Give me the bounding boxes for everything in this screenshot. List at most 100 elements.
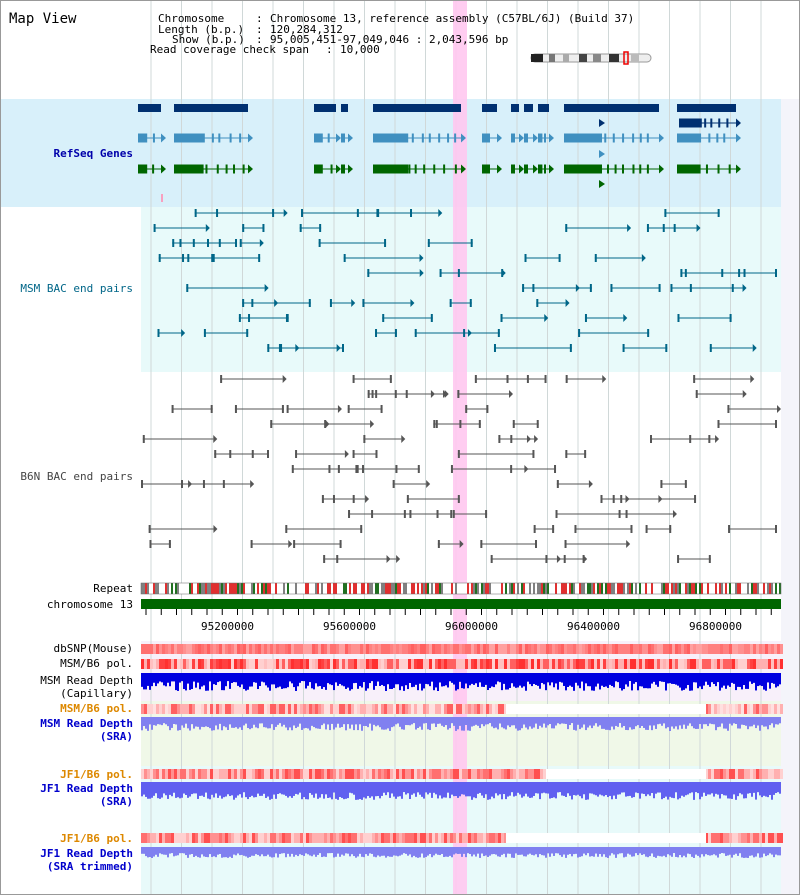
depth-bar xyxy=(731,673,733,683)
depth-bar xyxy=(529,673,531,685)
heat-cell xyxy=(147,644,150,654)
bac-end xyxy=(281,405,284,413)
heat-cell xyxy=(702,644,705,654)
heat-cell xyxy=(420,833,423,843)
heat-cell xyxy=(318,644,321,654)
depth-bar xyxy=(381,847,383,856)
depth-bar xyxy=(557,717,559,724)
depth-bar xyxy=(559,673,561,682)
bac-end xyxy=(149,540,152,548)
heat-cell xyxy=(210,769,213,779)
depth-bar xyxy=(221,717,223,731)
depth-bar xyxy=(351,717,353,725)
heat-cell xyxy=(564,644,567,654)
depth-bar xyxy=(553,782,555,798)
heat-cell xyxy=(321,704,324,714)
repeat-segment xyxy=(763,583,765,594)
depth-bar xyxy=(373,717,375,725)
heat-cell xyxy=(306,704,309,714)
depth-bar xyxy=(407,717,409,726)
heat-cell xyxy=(198,644,201,654)
depth-bar xyxy=(351,847,353,855)
gene-exon xyxy=(683,133,685,143)
depth-bar xyxy=(445,717,447,726)
depth-bar xyxy=(593,717,595,726)
depth-bar xyxy=(537,673,539,686)
repeat-segment xyxy=(551,583,553,594)
heat-cell xyxy=(483,833,486,843)
heat-cell xyxy=(393,833,396,843)
heat-cell xyxy=(396,833,399,843)
repeat-segment xyxy=(643,583,645,594)
heat-cell xyxy=(480,659,483,669)
depth-bar xyxy=(577,673,579,686)
repeat-segment xyxy=(713,583,715,594)
bac-end xyxy=(775,269,777,277)
heat-cell xyxy=(567,659,570,669)
repeat-segment xyxy=(493,583,495,594)
gene-exon xyxy=(646,133,649,143)
depth-bar xyxy=(293,847,295,857)
depth-bar xyxy=(277,847,279,858)
ideogram-band xyxy=(549,54,555,62)
track-label-msm-depth-capillary-sub: (Capillary) xyxy=(60,687,133,700)
depth-bar xyxy=(775,673,777,688)
depth-bar xyxy=(745,847,747,858)
depth-bar xyxy=(333,673,335,691)
gene-exon xyxy=(544,133,546,143)
depth-bar xyxy=(729,673,731,687)
heat-cell xyxy=(429,659,432,669)
heat-cell xyxy=(525,659,528,669)
depth-bar xyxy=(645,717,647,730)
depth-bar xyxy=(591,782,593,794)
repeat-segment xyxy=(251,583,253,594)
depth-bar xyxy=(375,847,377,858)
depth-bar xyxy=(297,782,299,795)
depth-bar xyxy=(447,847,449,857)
heat-cell xyxy=(423,769,426,779)
depth-bar xyxy=(517,847,519,855)
depth-bar xyxy=(711,782,713,794)
repeat-segment xyxy=(275,583,277,594)
depth-bar xyxy=(397,717,399,724)
depth-bar xyxy=(467,717,469,731)
bac-end-arrow xyxy=(430,390,435,398)
heat-cell xyxy=(306,659,309,669)
heat-cell xyxy=(606,659,609,669)
heat-cell xyxy=(294,659,297,669)
bac-end xyxy=(242,299,245,307)
bac-end xyxy=(239,239,242,247)
repeat-segment xyxy=(271,583,273,594)
depth-bar xyxy=(217,673,219,683)
repeat-segment xyxy=(435,583,437,594)
heat-cell xyxy=(558,644,561,654)
depth-bar xyxy=(667,847,669,855)
depth-bar xyxy=(599,717,601,726)
depth-bar xyxy=(535,673,537,685)
bac-end xyxy=(285,314,288,322)
depth-bar xyxy=(691,847,693,857)
depth-bar xyxy=(357,717,359,731)
depth-bar xyxy=(623,782,625,793)
depth-bar xyxy=(479,847,481,858)
heat-cell xyxy=(399,644,402,654)
heat-cell xyxy=(210,833,213,843)
bac-end-arrow xyxy=(742,390,747,398)
heat-cell xyxy=(270,659,273,669)
heat-cell xyxy=(756,704,759,714)
repeat-segment xyxy=(327,583,329,594)
heat-cell xyxy=(183,659,186,669)
depth-bar xyxy=(529,782,531,798)
depth-bar xyxy=(399,673,401,691)
repeat-segment xyxy=(143,583,145,594)
depth-bar xyxy=(769,717,771,726)
heat-cell xyxy=(426,833,429,843)
depth-bar xyxy=(451,847,453,858)
depth-bar xyxy=(219,782,221,796)
heat-cell xyxy=(333,644,336,654)
heat-cell xyxy=(471,833,474,843)
repeat-segment xyxy=(697,583,699,594)
gene-exon xyxy=(705,164,708,174)
depth-bar xyxy=(317,847,319,855)
